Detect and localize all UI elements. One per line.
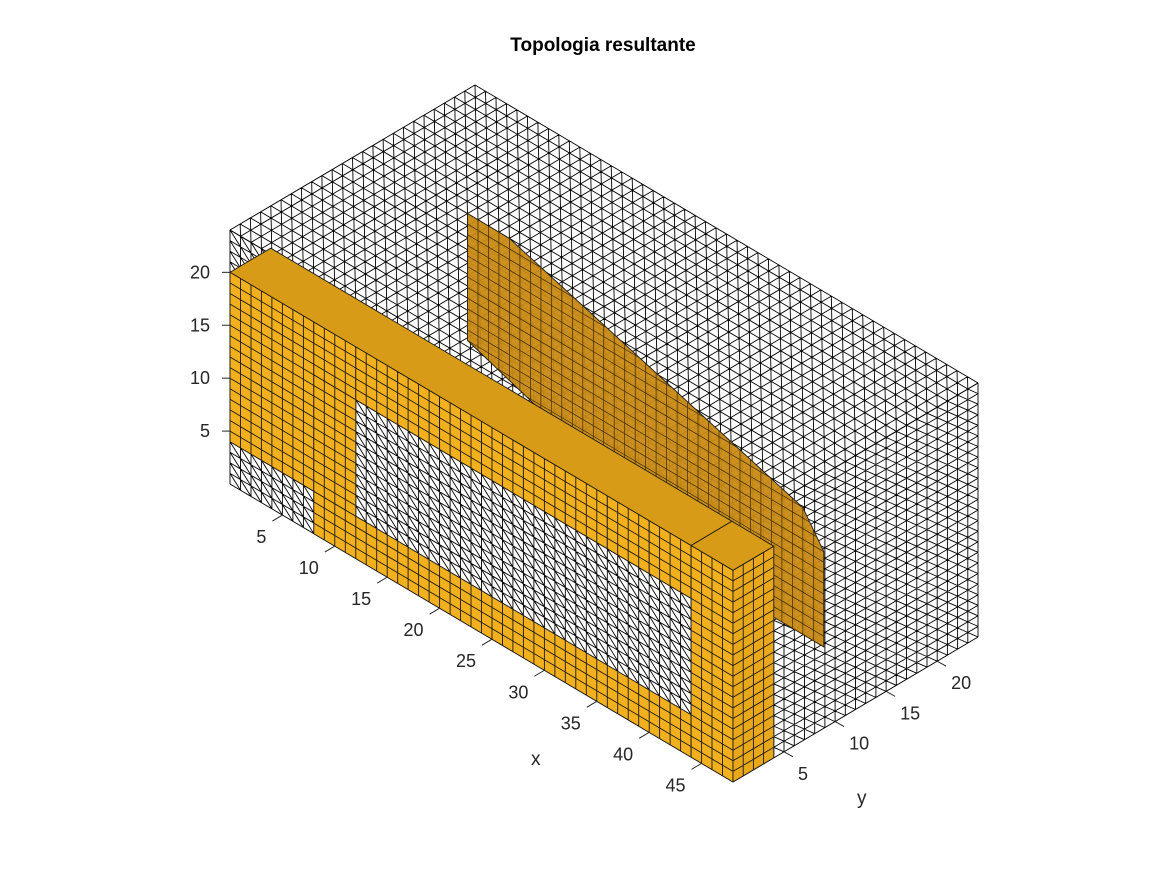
x-tick-45 bbox=[691, 762, 702, 770]
x-tick-label-20: 20 bbox=[404, 620, 424, 640]
solid-right-leg bbox=[690, 520, 775, 783]
y-tick-label-10: 10 bbox=[849, 734, 869, 754]
x-tick-5 bbox=[272, 514, 283, 522]
x-tick-label-35: 35 bbox=[561, 713, 581, 733]
y-tick-label-5: 5 bbox=[798, 764, 808, 784]
leg-front-grid bbox=[690, 545, 734, 783]
x-tick-15 bbox=[376, 576, 388, 584]
y-tick-label-15: 15 bbox=[900, 703, 920, 723]
z-tick-label-20: 20 bbox=[190, 262, 210, 282]
solid-front-faces bbox=[229, 247, 733, 758]
chart-title: Topologia resultante bbox=[510, 35, 695, 56]
y-axis-label: y bbox=[857, 788, 867, 809]
leg-side-grid bbox=[732, 545, 775, 783]
axis-ticks: 5 10 15 20 5 10 15 20 25 30 35 40 45 5 10 15 20 bbox=[190, 262, 971, 795]
x-tick-30 bbox=[534, 669, 545, 677]
y-tick-10 bbox=[834, 721, 845, 728]
front-brace-grid bbox=[313, 374, 357, 517]
front-bottom-chord-grid bbox=[313, 490, 692, 758]
x-tick-label-15: 15 bbox=[351, 589, 371, 609]
x-tick-35 bbox=[586, 700, 598, 708]
x-tick-label-45: 45 bbox=[666, 775, 686, 795]
x-tick-label-25: 25 bbox=[456, 651, 476, 671]
x-tick-10 bbox=[324, 545, 336, 553]
x-tick-label-10: 10 bbox=[299, 558, 319, 578]
x-tick-label-5: 5 bbox=[256, 527, 266, 547]
x-tick-label-30: 30 bbox=[508, 682, 528, 702]
y-tick-15 bbox=[885, 690, 896, 697]
z-tick-label-5: 5 bbox=[200, 421, 210, 441]
x-tick-40 bbox=[638, 731, 650, 739]
y-tick-20 bbox=[936, 660, 947, 667]
x-tick-20 bbox=[429, 607, 440, 615]
leg-top-face bbox=[690, 520, 775, 571]
z-tick-label-15: 15 bbox=[190, 315, 210, 335]
y-tick-5 bbox=[783, 751, 794, 758]
x-axis-label: x bbox=[531, 749, 541, 770]
z-tick-label-10: 10 bbox=[190, 368, 210, 388]
y-tick-label-20: 20 bbox=[951, 673, 971, 693]
x-tick-label-40: 40 bbox=[613, 744, 633, 764]
x-tick-25 bbox=[481, 638, 493, 646]
